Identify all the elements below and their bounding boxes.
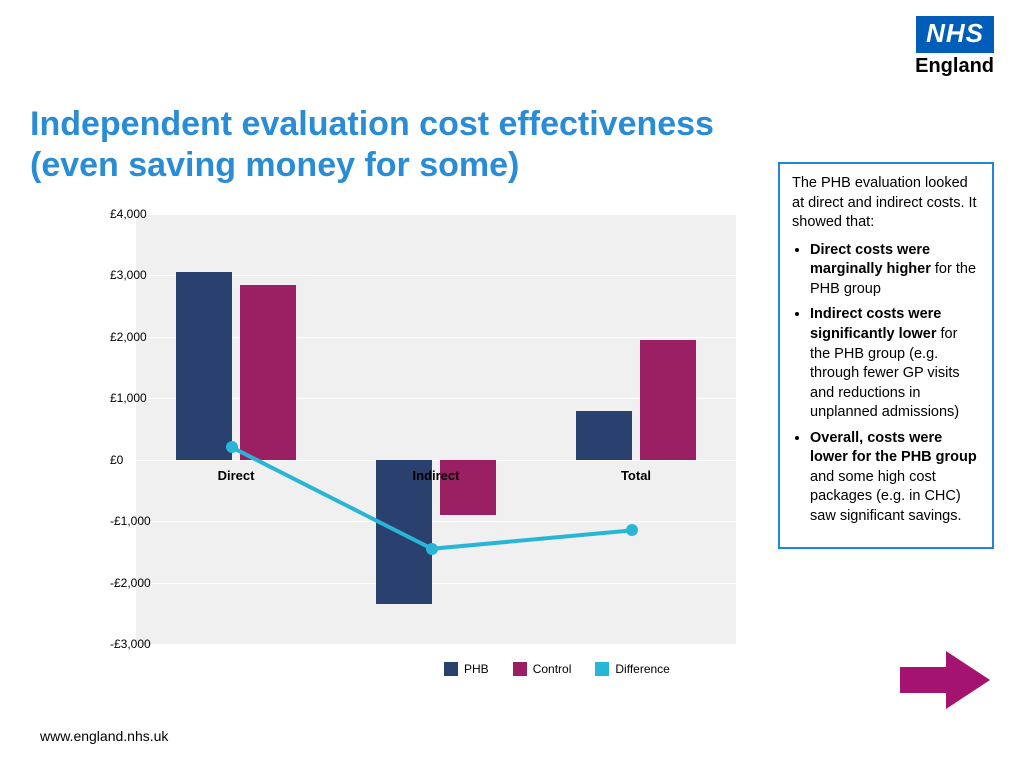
legend-swatch — [595, 662, 609, 676]
cost-chart: Change in cost between baseline and foll… — [54, 214, 754, 694]
legend-item-diff: Difference — [595, 662, 669, 676]
legend-swatch — [444, 662, 458, 676]
legend-label: PHB — [464, 662, 489, 676]
footer-url: www.england.nhs.uk — [40, 728, 168, 744]
bar-control — [640, 340, 696, 460]
next-arrow-icon[interactable] — [900, 645, 990, 720]
category-label: Indirect — [413, 468, 460, 483]
difference-marker — [426, 543, 438, 555]
ytick-label: -£3,000 — [110, 637, 128, 651]
logo-brand: NHS — [916, 16, 994, 53]
grid-line — [136, 214, 736, 215]
category-label: Direct — [218, 468, 255, 483]
sidebar-intro: The PHB evaluation looked at direct and … — [792, 174, 980, 233]
legend-swatch — [513, 662, 527, 676]
ytick-label: £4,000 — [110, 207, 128, 221]
ytick-label: -£2,000 — [110, 576, 128, 590]
logo-subtext: England — [915, 55, 994, 78]
nhs-logo: NHS England — [915, 16, 994, 78]
grid-line — [136, 521, 736, 522]
chart-plot-area: Direct Indirect Total — [136, 214, 736, 644]
sidebar-bullet: Overall, costs were lower for the PHB gr… — [810, 429, 980, 527]
ytick-label: £2,000 — [110, 330, 128, 344]
ytick-label: -£1,000 — [110, 514, 128, 528]
chart-legend: PHB Control Difference — [444, 662, 670, 676]
page-title: Independent evaluation cost effectivenes… — [30, 104, 770, 186]
difference-marker — [626, 524, 638, 536]
sidebar-callout: The PHB evaluation looked at direct and … — [778, 162, 994, 549]
ytick-label: £1,000 — [110, 391, 128, 405]
grid-line — [136, 460, 736, 461]
bar-control — [240, 285, 296, 460]
grid-line — [136, 583, 736, 584]
bar-phb — [176, 272, 232, 459]
ytick-label: £0 — [110, 453, 128, 467]
ytick-label: £3,000 — [110, 268, 128, 282]
legend-label: Difference — [615, 662, 669, 676]
sidebar-bullet: Direct costs were marginally higher for … — [810, 241, 980, 300]
bar-phb — [576, 411, 632, 460]
sidebar-bullet: Indirect costs were significantly lower … — [810, 305, 980, 422]
legend-item-phb: PHB — [444, 662, 489, 676]
legend-item-control: Control — [513, 662, 572, 676]
difference-marker — [226, 441, 238, 453]
sidebar-bullet-list: Direct costs were marginally higher for … — [810, 241, 980, 527]
grid-line — [136, 644, 736, 645]
legend-label: Control — [533, 662, 572, 676]
category-label: Total — [621, 468, 651, 483]
